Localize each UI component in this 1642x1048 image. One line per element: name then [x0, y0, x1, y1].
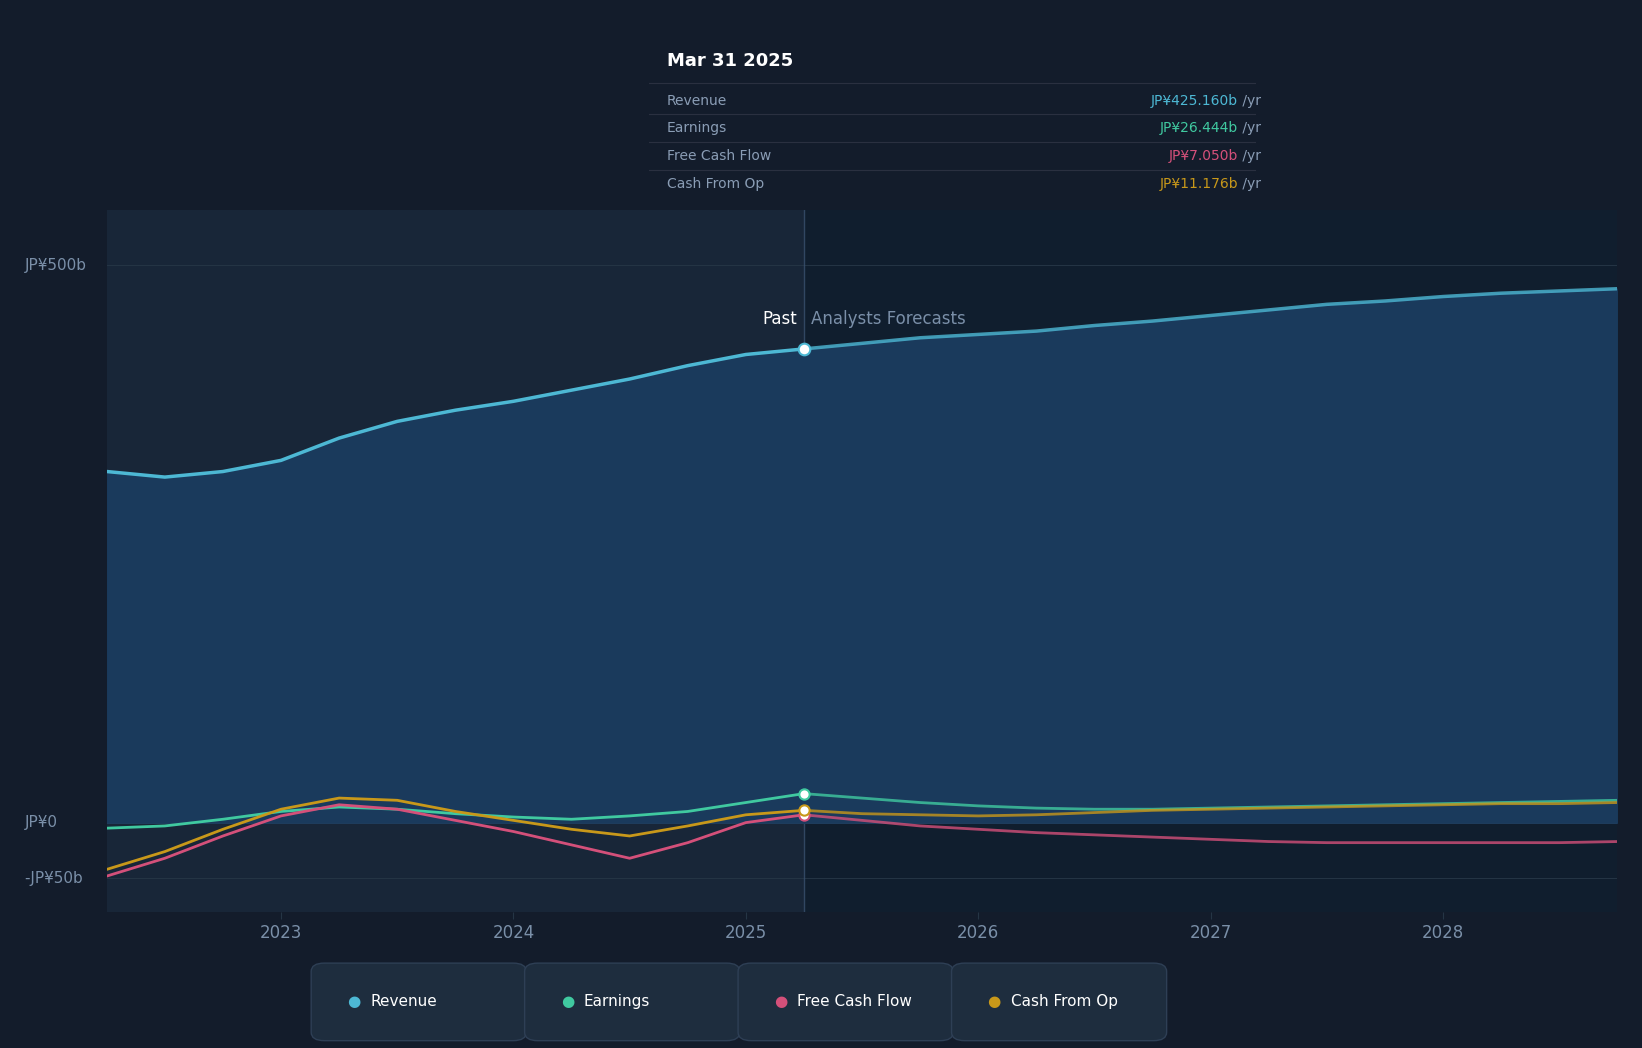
Text: JP¥500b: JP¥500b [25, 258, 87, 272]
Text: JP¥26.444b: JP¥26.444b [1159, 122, 1238, 135]
Text: Free Cash Flow: Free Cash Flow [667, 149, 772, 162]
Text: Cash From Op: Cash From Op [667, 177, 764, 191]
Text: JP¥11.176b: JP¥11.176b [1159, 177, 1238, 191]
Text: /yr: /yr [1238, 93, 1261, 108]
Text: Earnings: Earnings [585, 995, 650, 1009]
Text: Mar 31 2025: Mar 31 2025 [667, 52, 793, 70]
Text: -JP¥50b: -JP¥50b [25, 871, 84, 886]
Bar [805, 210, 1617, 912]
Text: ●: ● [987, 995, 1002, 1009]
Text: ●: ● [773, 995, 788, 1009]
Text: Revenue: Revenue [371, 995, 437, 1009]
Point [791, 785, 818, 802]
Point [791, 341, 818, 357]
Text: /yr: /yr [1238, 122, 1261, 135]
Text: Free Cash Flow: Free Cash Flow [798, 995, 911, 1009]
Text: ●: ● [346, 995, 361, 1009]
Text: Revenue: Revenue [667, 93, 727, 108]
Text: /yr: /yr [1238, 149, 1261, 162]
Text: /yr: /yr [1238, 177, 1261, 191]
Text: JP¥425.160b: JP¥425.160b [1151, 93, 1238, 108]
Text: ●: ● [560, 995, 575, 1009]
Text: Analysts Forecasts: Analysts Forecasts [811, 310, 965, 328]
Text: JP¥7.050b: JP¥7.050b [1169, 149, 1238, 162]
Point [791, 802, 818, 818]
Point [791, 806, 818, 823]
Text: Past: Past [762, 310, 796, 328]
Text: JP¥0: JP¥0 [25, 815, 57, 830]
Text: Cash From Op: Cash From Op [1011, 995, 1118, 1009]
Text: Earnings: Earnings [667, 122, 727, 135]
